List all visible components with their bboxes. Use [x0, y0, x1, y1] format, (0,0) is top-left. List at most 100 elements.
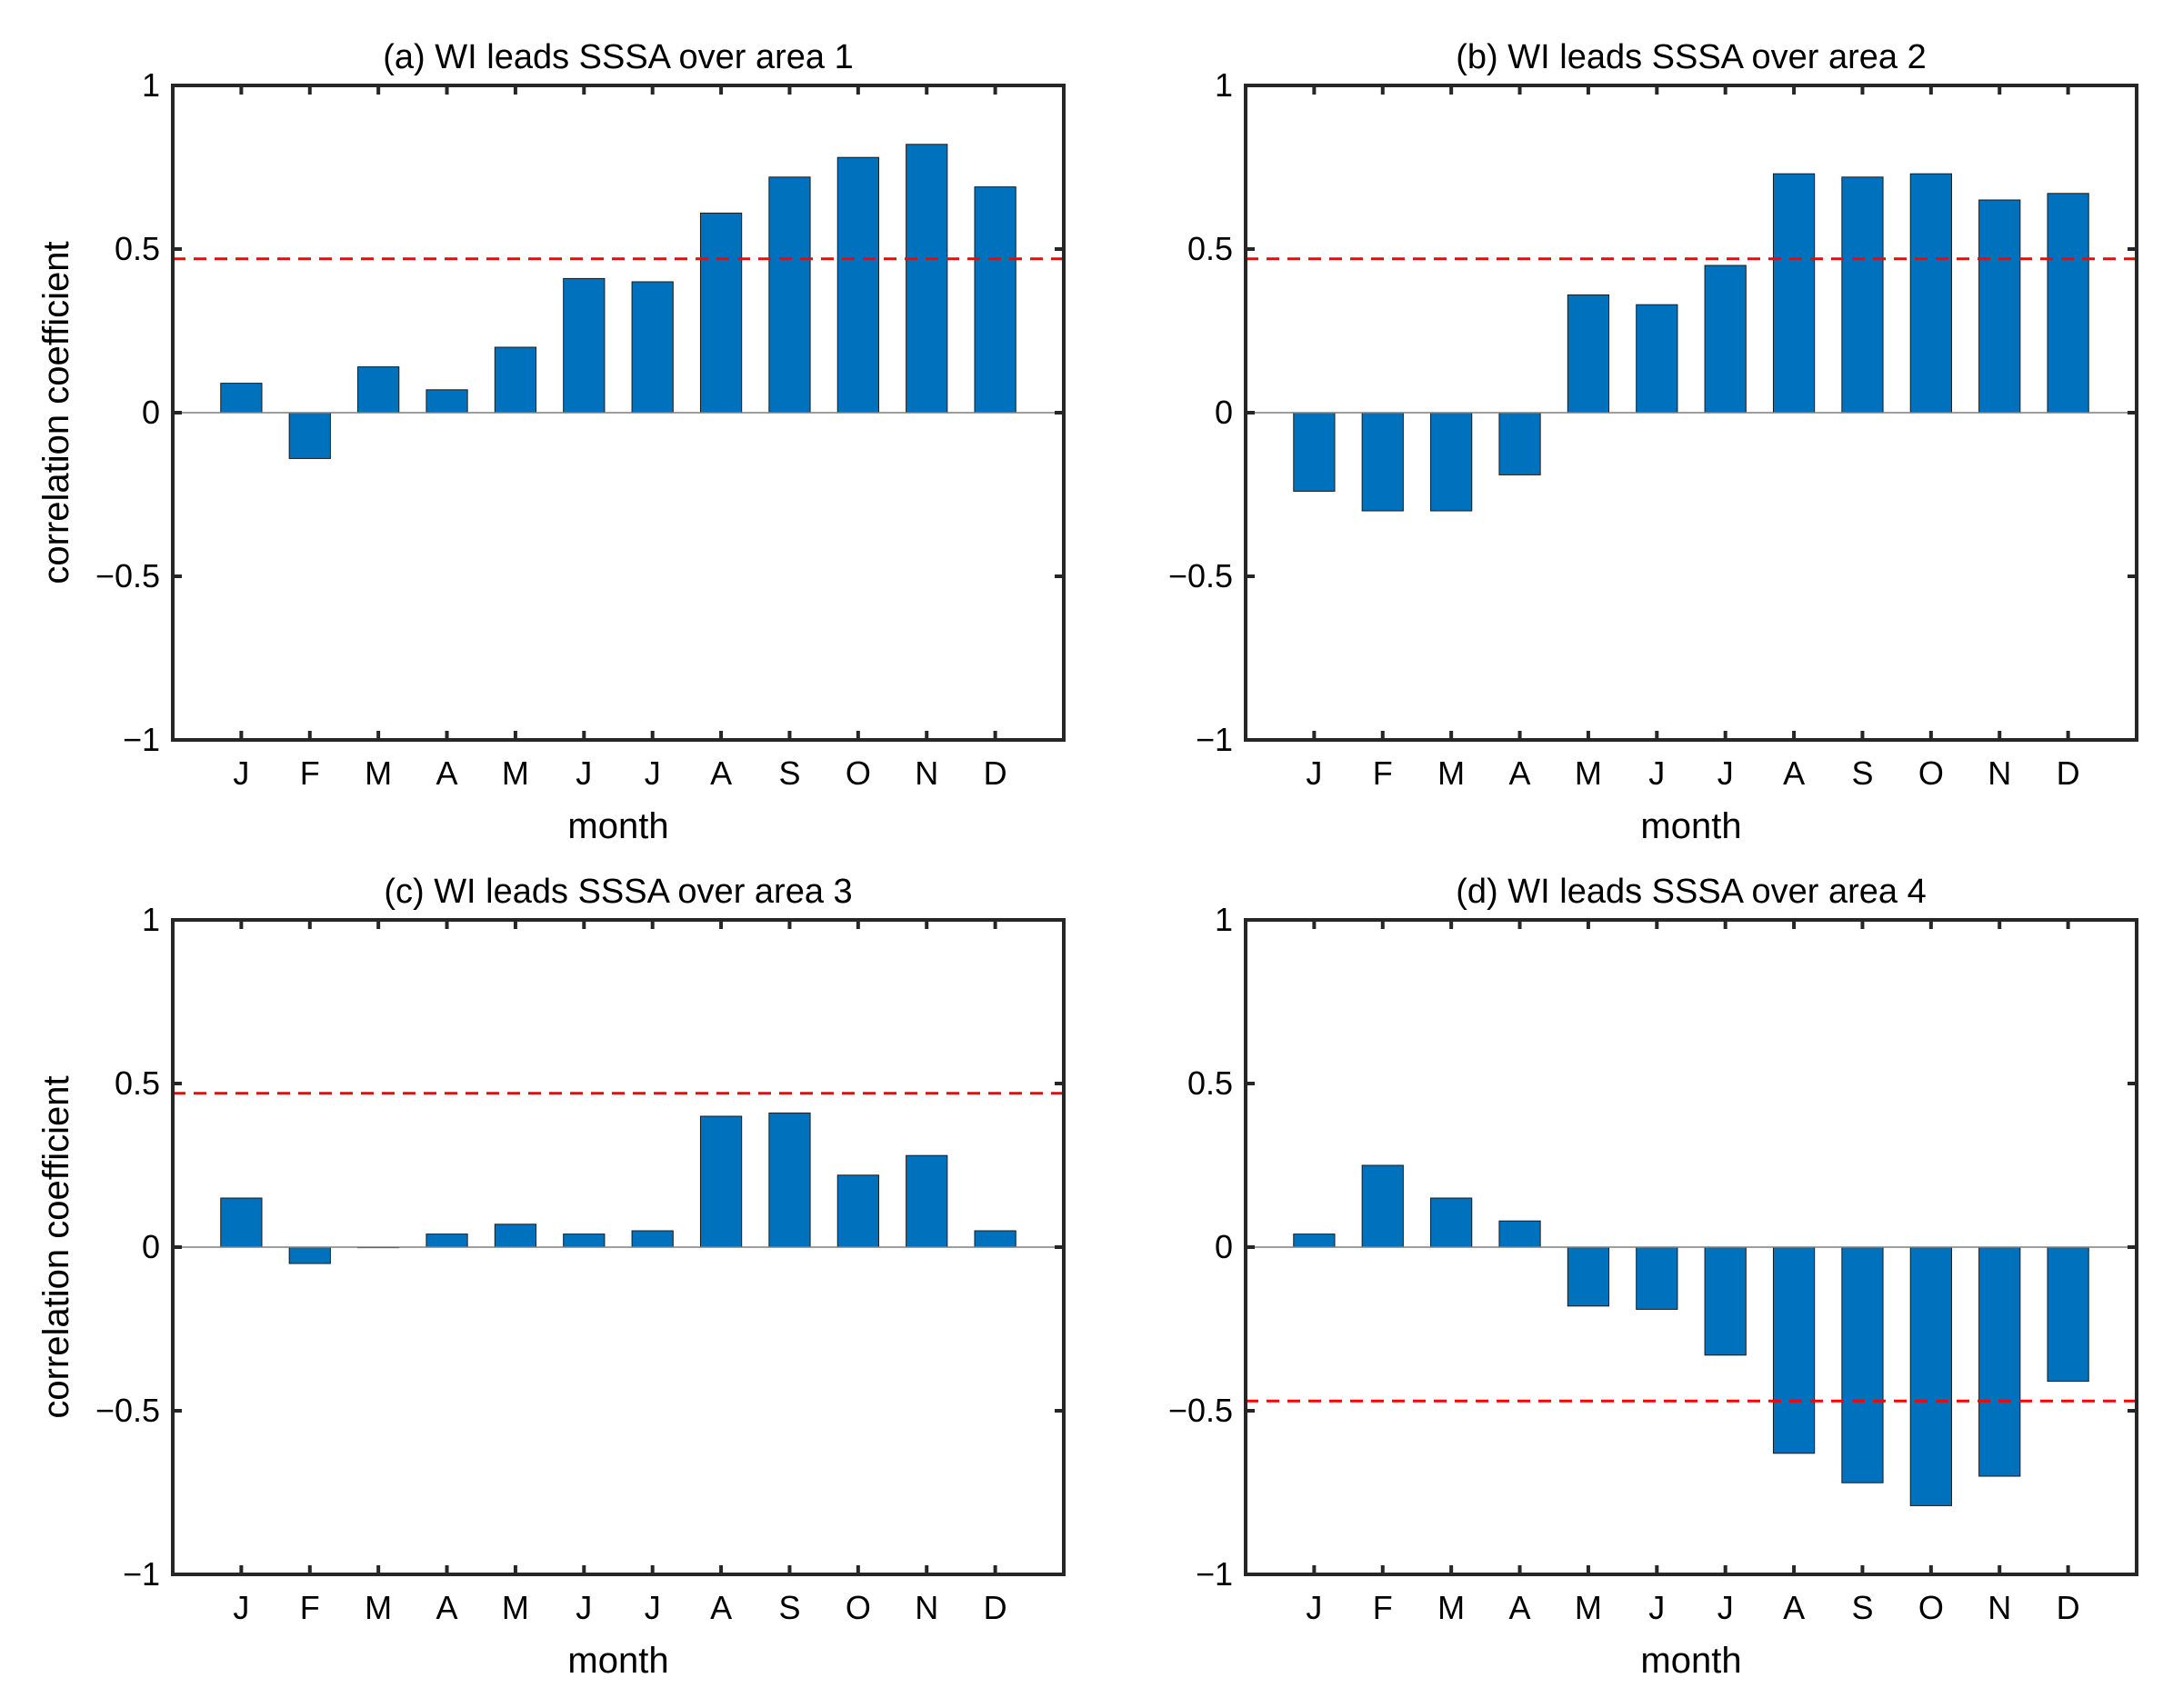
panel-a-bar-3: [357, 366, 400, 414]
panel-c-bar-8: [699, 1115, 743, 1248]
panel-c-ytick-label-3: 0: [142, 1228, 160, 1265]
panel-b-xlabel: month: [1640, 806, 1741, 846]
panel-a-ytick-label-2: −0.5: [95, 557, 160, 594]
panel-a-ylabel: correlation coefficient: [36, 241, 76, 584]
panel-b-bar-2: [1361, 412, 1404, 512]
panel-c-xtick-label-5: M: [502, 1589, 529, 1626]
panel-b-ytick-label-5: 1: [1215, 66, 1233, 104]
panel-a-bar-1: [220, 383, 263, 414]
panel-d-xlabel: month: [1640, 1641, 1741, 1681]
panel-c-bar-7: [631, 1230, 674, 1248]
panel-b-bar-11: [1978, 199, 2021, 414]
panel-c-xlabel: month: [567, 1641, 668, 1681]
panel-d-xtick-label-7: J: [1717, 1589, 1734, 1626]
panel-a-xtick-label-12: D: [984, 754, 1007, 792]
panel-a-bar-9: [768, 176, 811, 414]
panel-d-ytick-label-2: −0.5: [1168, 1392, 1233, 1429]
panel-d-xtick-label-6: J: [1648, 1589, 1665, 1626]
panel-b-xtick-label-5: M: [1575, 754, 1602, 792]
panel-c-ylabel: correlation coefficient: [36, 1075, 76, 1418]
panel-d-xtick-label-10: O: [1918, 1589, 1944, 1626]
panel-b-bar-6: [1636, 304, 1678, 414]
panel-a-bar-6: [563, 277, 606, 414]
panel-d-bar-9: [1841, 1246, 1884, 1483]
panel-b-ytick-label-1: −1: [1196, 721, 1233, 758]
panel-c-bar-9: [768, 1112, 811, 1248]
panel-c-xtick-label-8: A: [710, 1589, 732, 1626]
panel-d-bar-4: [1498, 1220, 1541, 1248]
panel-c-ytick-label-1: −1: [123, 1555, 160, 1593]
panel-a-ytick-label-3: 0: [142, 394, 160, 431]
panel-d-ytick-label-5: 1: [1215, 901, 1233, 938]
panel-b-xtick-label-7: J: [1717, 754, 1734, 792]
panel-a: (a) WI leads SSSA over area 1 month corr…: [36, 38, 1066, 846]
panel-a-xtick-label-11: N: [915, 754, 938, 792]
panel-c-xtick-label-4: A: [436, 1589, 458, 1626]
panel-c-ytick-label-2: −0.5: [95, 1392, 160, 1429]
panel-a-bar-11: [906, 144, 948, 414]
panel-c-bar-12: [974, 1230, 1016, 1248]
panel-a-xlabel: month: [567, 806, 668, 846]
panel-a-ytick-label-5: 1: [142, 66, 160, 104]
panel-a-title: (a) WI leads SSSA over area 1: [383, 38, 853, 76]
panel-c-xtick-label-12: D: [984, 1589, 1007, 1626]
panel-a-xtick-label-6: J: [576, 754, 592, 792]
panel-a-ytick-label-1: −1: [123, 721, 160, 758]
panel-b-title: (b) WI leads SSSA over area 2: [1456, 38, 1926, 76]
panel-b-xtick-label-12: D: [2057, 754, 2080, 792]
panel-c-bar-4: [426, 1234, 468, 1248]
panel-b-bar-8: [1772, 173, 1816, 414]
panel-a-xtick-label-7: J: [645, 754, 661, 792]
panel-b-xtick-label-4: A: [1509, 754, 1531, 792]
panel-c-bar-1: [220, 1197, 263, 1248]
panel-c-xtick-label-6: J: [576, 1589, 592, 1626]
panel-d-xtick-label-4: A: [1509, 1589, 1531, 1626]
panel-d-bar-1: [1293, 1234, 1336, 1248]
panel-b-ytick-label-2: −0.5: [1168, 557, 1233, 594]
panel-a-xtick-label-1: J: [233, 754, 249, 792]
panel-a-bar-12: [974, 186, 1016, 414]
panel-d-xtick-label-3: M: [1437, 1589, 1465, 1626]
panel-c: (c) WI leads SSSA over area 3 month corr…: [36, 873, 1066, 1681]
panel-b-xtick-label-8: A: [1783, 754, 1805, 792]
panel-c-title: (c) WI leads SSSA over area 3: [384, 873, 852, 911]
panel-b-xtick-label-1: J: [1306, 754, 1322, 792]
panel-d-bar-2: [1361, 1164, 1404, 1248]
panel-a-ytick-label-4: 0.5: [115, 230, 160, 267]
panel-c-xtick-label-9: S: [778, 1589, 800, 1626]
panel-a-bar-8: [699, 212, 743, 414]
panel-d-bar-10: [1909, 1246, 1952, 1506]
panel-a-xtick-label-4: A: [436, 754, 458, 792]
panel-a-xtick-label-9: S: [778, 754, 800, 792]
panel-c-xtick-label-1: J: [233, 1589, 249, 1626]
panel-c-ytick-label-5: 1: [142, 901, 160, 938]
panel-d-xtick-label-12: D: [2057, 1589, 2080, 1626]
panel-a-xtick-label-3: M: [365, 754, 392, 792]
panel-b-bar-10: [1909, 173, 1952, 414]
panel-d-xtick-label-1: J: [1306, 1589, 1322, 1626]
panel-c-ytick-label-4: 0.5: [115, 1064, 160, 1102]
panel-a-xtick-label-8: A: [710, 754, 732, 792]
panel-b-xtick-label-6: J: [1648, 754, 1665, 792]
panel-c-bar-2: [288, 1246, 331, 1264]
panel-b-bar-5: [1567, 294, 1610, 414]
panel-b-bar-7: [1704, 265, 1747, 414]
panel-b-bar-1: [1293, 412, 1336, 492]
panel-d-ytick-label-1: −1: [1196, 1555, 1233, 1593]
panel-a-bar-5: [494, 346, 537, 414]
panel-b-xtick-label-3: M: [1437, 754, 1465, 792]
panel-b-xtick-label-9: S: [1851, 754, 1873, 792]
panel-b-bar-4: [1498, 412, 1541, 475]
panel-b-bar-12: [2047, 193, 2089, 414]
panel-d-bar-8: [1772, 1246, 1816, 1454]
panel-c-bar-6: [563, 1234, 606, 1248]
panel-c-xtick-label-3: M: [365, 1589, 392, 1626]
panel-d-xtick-label-2: F: [1373, 1589, 1393, 1626]
panel-c-bar-11: [906, 1154, 948, 1248]
panel-c-xtick-label-10: O: [846, 1589, 871, 1626]
panel-d-title: (d) WI leads SSSA over area 4: [1456, 873, 1926, 911]
panel-d-bar-11: [1978, 1246, 2021, 1477]
panel-d-bar-7: [1704, 1246, 1747, 1356]
panel-d: (d) WI leads SSSA over area 4 month −1 −0…: [1168, 873, 2138, 1681]
panel-d-xtick-label-9: S: [1851, 1589, 1873, 1626]
